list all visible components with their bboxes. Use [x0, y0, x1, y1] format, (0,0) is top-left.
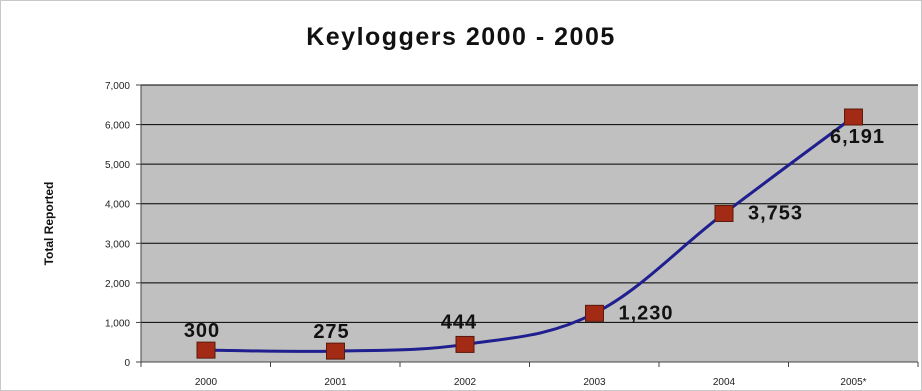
y-tick-label: 2,000 [105, 279, 130, 290]
x-tick-label: 2000 [195, 377, 218, 388]
x-tick-label: 2003 [583, 377, 606, 388]
data-point [714, 204, 734, 222]
y-tick-label: 7,000 [105, 81, 130, 92]
data-point [844, 108, 863, 126]
x-tick-label: 2001 [324, 377, 347, 388]
y-tick-label: 1,000 [105, 318, 130, 329]
y-tick-label: 5,000 [105, 160, 130, 171]
x-tick-label: 2004 [713, 377, 736, 388]
chart-title: Keyloggers 2000 - 2005 [306, 23, 616, 51]
data-point [455, 335, 475, 353]
y-tick-label: 6,000 [105, 121, 130, 132]
data-label: 1,230 [619, 302, 674, 324]
data-point [326, 342, 345, 360]
data-point [585, 304, 604, 322]
x-tick-label: 2005* [840, 377, 866, 388]
data-label: 6,191 [830, 126, 885, 148]
x-tick-label: 2002 [454, 377, 477, 388]
data-label: 275 [313, 321, 349, 343]
plot-area [141, 85, 918, 362]
y-tick-label: 4,000 [105, 200, 130, 211]
y-axis-label: Total Reported [42, 182, 56, 266]
data-label: 300 [184, 320, 220, 342]
series-line [205, 115, 855, 353]
data-point [196, 341, 216, 359]
data-label: 3,753 [748, 202, 803, 224]
y-tick-label: 3,000 [105, 239, 130, 250]
y-tick-label: 0 [124, 358, 130, 369]
data-label: 444 [441, 311, 477, 333]
